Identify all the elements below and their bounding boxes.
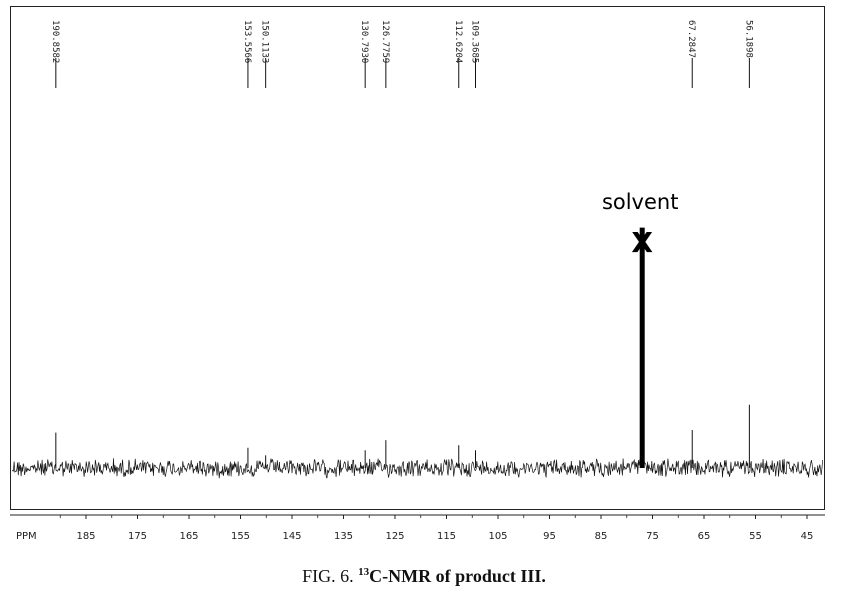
x-tick-label: 95: [543, 531, 556, 542]
plot-frame: [10, 6, 825, 510]
x-tick-label: 55: [749, 531, 762, 542]
peak-label: 190.8582: [50, 20, 60, 63]
x-tick-label: 155: [231, 531, 250, 542]
x-tick-label: 115: [437, 531, 456, 542]
solvent-label: solvent: [602, 190, 679, 214]
spectrum-baseline: [11, 454, 823, 479]
x-tick-label: 165: [179, 531, 198, 542]
peak-label: 109.3685: [470, 20, 480, 63]
caption-title: C-NMR of product III.: [369, 566, 546, 586]
peak-label: 67.2847: [686, 20, 696, 58]
caption-superscript: 13: [358, 566, 370, 578]
x-tick-label: 125: [385, 531, 404, 542]
x-tick-label: 145: [282, 531, 301, 542]
peak-label: 130.7930: [359, 20, 369, 63]
peak-label: 126.7759: [380, 20, 390, 63]
figure-caption: FIG. 6. 13C-NMR of product III.: [0, 566, 848, 587]
x-tick-label: 75: [646, 531, 659, 542]
x-tick-label: 85: [595, 531, 608, 542]
x-tick-label: 175: [128, 531, 147, 542]
x-axis-label: PPM: [16, 531, 37, 542]
x-tick-label: 185: [76, 531, 95, 542]
solvent-marker: X: [631, 226, 653, 259]
peak-label: 153.5566: [242, 20, 252, 63]
x-tick-label: 105: [488, 531, 507, 542]
peak-label: 112.6204: [453, 20, 463, 63]
peak-label: 56.1898: [743, 20, 753, 58]
caption-prefix: FIG. 6.: [302, 566, 354, 586]
x-tick-label: 65: [698, 531, 711, 542]
peak-label: 150.1133: [260, 20, 270, 63]
x-tick-label: 135: [334, 531, 353, 542]
nmr-chart: 190.8582 153.5566 150.1133 130.7930 126.7759…: [10, 20, 825, 542]
x-tick-label: 45: [801, 531, 814, 542]
